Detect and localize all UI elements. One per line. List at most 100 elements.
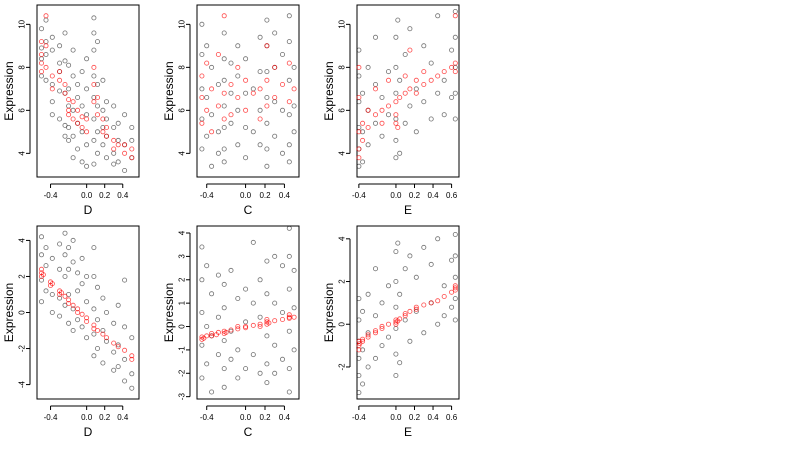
data-point	[286, 286, 292, 292]
fitted-point	[49, 73, 55, 79]
data-point	[84, 335, 90, 341]
data-point	[115, 137, 121, 143]
fitted-point	[115, 344, 121, 350]
fitted-point	[452, 283, 458, 289]
data-point	[407, 253, 413, 259]
data-point	[452, 253, 458, 259]
data-point	[84, 273, 90, 279]
data-point	[264, 291, 270, 297]
data-point	[397, 360, 403, 366]
data-point	[279, 263, 285, 269]
data-point	[397, 291, 403, 297]
fitted-point	[75, 120, 81, 126]
data-point	[272, 342, 278, 348]
fitted-point	[115, 142, 121, 148]
data-point	[360, 159, 366, 165]
fitted-point	[452, 69, 458, 75]
data-point	[393, 325, 399, 331]
fitted-point	[365, 332, 371, 338]
data-point	[393, 351, 399, 357]
data-point	[393, 304, 399, 310]
fitted-point	[84, 116, 90, 122]
data-point	[91, 245, 97, 251]
fitted-point	[49, 86, 55, 92]
fitted-point	[228, 112, 234, 118]
fitted-point	[111, 340, 117, 346]
x-tick-label: 0.2	[259, 191, 271, 200]
data-point	[372, 355, 378, 361]
data-point	[204, 263, 210, 269]
data-point	[57, 116, 63, 122]
fitted-point	[421, 82, 427, 88]
fitted-point	[111, 146, 117, 152]
data-point	[365, 64, 371, 70]
data-point	[291, 305, 297, 311]
fitted-point	[272, 95, 278, 101]
data-point	[385, 334, 391, 340]
data-point	[397, 77, 403, 83]
y-tick-label: 3	[178, 254, 187, 259]
fitted-point	[223, 329, 229, 335]
y-tick-label: -3	[178, 393, 187, 401]
fitted-point	[91, 82, 97, 88]
fitted-point	[402, 90, 408, 96]
data-point	[91, 331, 97, 337]
x-tick-label: 0.4	[117, 413, 129, 422]
data-point	[49, 34, 55, 40]
data-point	[79, 281, 85, 287]
data-point	[385, 69, 391, 75]
data-point	[111, 150, 117, 156]
fitted-points	[39, 13, 135, 161]
data-point	[91, 137, 97, 143]
plot-frame	[36, 225, 140, 400]
data-point	[421, 99, 427, 105]
fitted-point	[449, 64, 455, 70]
fitted-point	[129, 155, 135, 161]
fitted-point	[70, 302, 76, 308]
fitted-point	[365, 125, 371, 131]
data-point	[264, 146, 270, 152]
fitted-point	[279, 316, 285, 322]
fitted-point	[385, 77, 391, 83]
data-point	[49, 291, 55, 297]
fitted-point	[356, 64, 362, 70]
y-axis-title: Expression	[162, 61, 176, 120]
data-point	[393, 372, 399, 378]
data-point	[84, 86, 90, 92]
x-tick-label: -0.4	[200, 191, 214, 200]
y-tick-label: 10	[338, 19, 347, 28]
y-tick-label: 10	[18, 19, 27, 28]
fitted-point	[228, 327, 234, 333]
fitted-point	[402, 73, 408, 79]
data-point	[372, 120, 378, 126]
data-point	[356, 73, 362, 79]
fitted-point	[250, 90, 256, 96]
data-point	[39, 73, 45, 79]
fitted-point	[264, 77, 270, 83]
fitted-point	[235, 326, 241, 332]
data-point	[95, 150, 101, 156]
fitted-point	[372, 330, 378, 336]
data-point	[286, 39, 292, 45]
fitted-point	[215, 329, 221, 335]
fitted-point	[209, 330, 215, 336]
fitted-point	[379, 323, 385, 329]
fitted-point	[286, 312, 292, 318]
data-point	[209, 291, 215, 297]
fitted-point	[393, 120, 399, 126]
data-point	[452, 90, 458, 96]
fitted-point	[257, 323, 263, 329]
data-point	[379, 300, 385, 306]
scatter-panel-2: -0.4 0.0 0.2 0.4 4 6 8 10 C Expression	[162, 4, 300, 217]
data-point	[66, 62, 72, 68]
y-tick-label: 4	[338, 151, 347, 156]
data-point	[435, 13, 441, 19]
data-point	[272, 370, 278, 376]
fitted-point	[264, 43, 270, 49]
data-point	[264, 258, 270, 264]
data-point	[215, 82, 221, 88]
data-point	[452, 296, 458, 302]
data-point	[452, 8, 458, 14]
y-tick-label: 1	[178, 300, 187, 305]
data-point	[95, 317, 101, 323]
